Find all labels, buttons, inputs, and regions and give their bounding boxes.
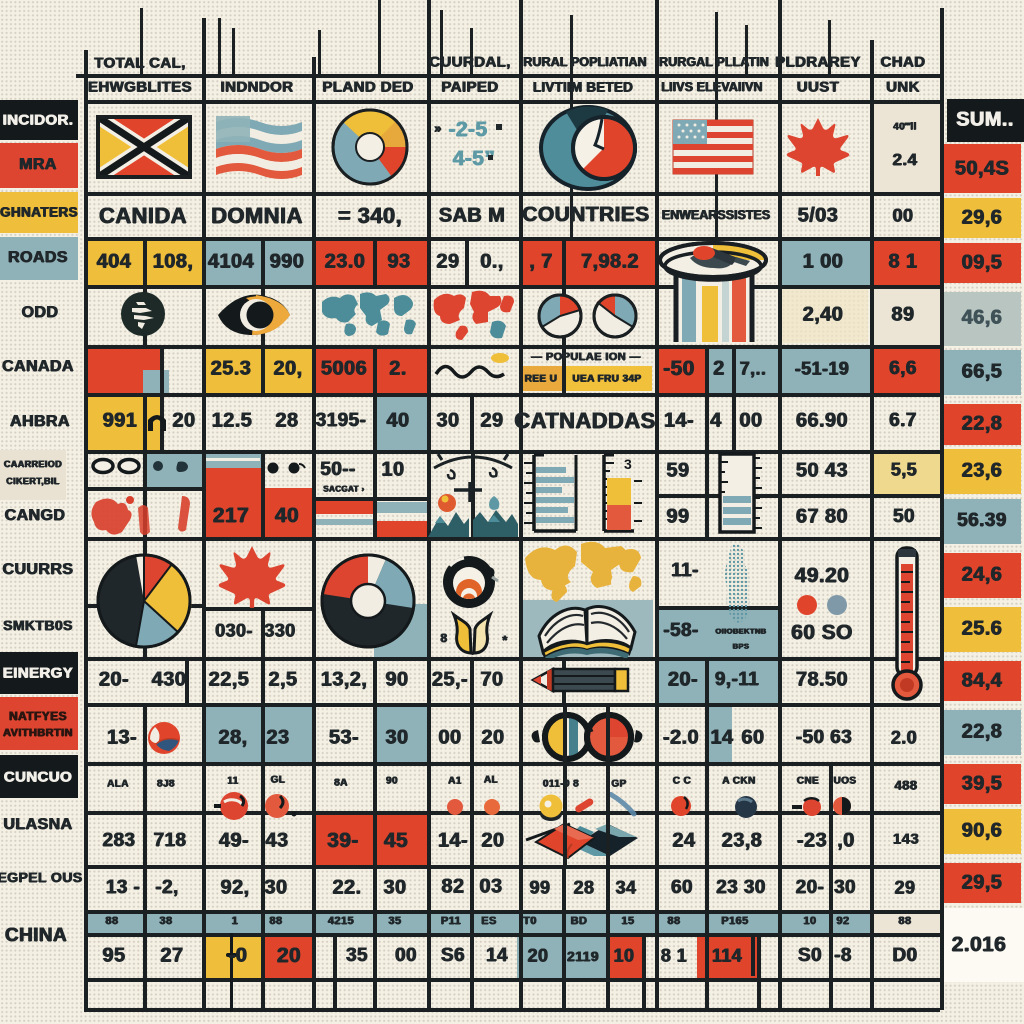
svg-text:3: 3 [624, 456, 632, 472]
